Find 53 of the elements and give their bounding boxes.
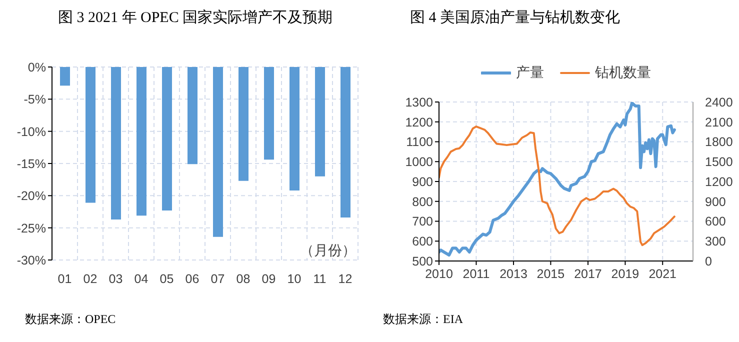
x-tick-label: 2015 [536,266,565,281]
y2-tick-label: 0 [705,254,712,268]
x-tick-label: 01 [58,272,72,286]
legend-label: 产量 [516,64,544,80]
x-tick-label: 02 [83,272,98,286]
y-tick-label: 1300 [405,95,434,110]
y-tick-label: -25% [16,221,46,236]
y-tick-label: 1000 [405,155,434,170]
x-axis-title: （月份） [300,242,356,258]
chart-title: 图 4 美国原油产量与钻机数变化 [410,10,620,26]
chart-title: 图 3 2021 年 OPEC 国家实际增产不及预期 [58,10,333,26]
x-tick-label: 11 [313,272,326,286]
y-tick-label: 500 [412,254,434,268]
x-tick-label: 09 [262,272,276,286]
x-tick-label: 2013 [500,266,528,281]
y-tick-label: 600 [412,234,434,249]
y-tick-label: -10% [16,124,46,139]
y2-tick-label: 1500 [705,155,733,170]
y-tick-label: 0% [28,60,46,74]
x-tick-label: 10 [287,272,302,286]
x-tick-label: 04 [134,272,148,286]
source-note: 数据来源：EIA [383,312,463,326]
y-tick-label: 1100 [406,135,434,150]
x-tick-label: 2010 [425,266,453,281]
x-tick-label: 2019 [611,266,640,281]
x-tick-label: 2017 [574,266,602,281]
x-tick-label: 12 [338,272,352,286]
y-tick-label: -5% [24,92,46,107]
y2-tick-label: 2400 [705,95,733,110]
x-tick-label: 06 [185,272,200,286]
y2-tick-label: 600 [705,214,726,229]
y2-tick-label: 900 [705,194,726,209]
y-tick-label: -15% [16,156,46,171]
y-tick-label: -20% [16,189,46,204]
y-tick-label: -30% [16,253,46,268]
x-tick-label: 2011 [462,266,490,281]
x-tick-label: 08 [236,272,250,286]
y2-tick-label: 1200 [705,174,733,189]
x-tick-label: 2021 [648,266,677,281]
line-series [439,126,676,246]
x-tick-label: 07 [210,272,225,286]
y-tick-label: 800 [412,194,434,209]
y2-tick-label: 300 [705,234,726,249]
line-series [439,102,676,257]
y-tick-label: 1200 [405,115,434,130]
x-tick-label: 05 [160,272,174,286]
y2-tick-label: 2100 [705,115,733,130]
source-note: 数据来源：OPEC [25,312,116,326]
y-tick-label: 700 [412,214,434,229]
legend-label: 钻机数量 [595,64,651,80]
y-tick-label: 900 [412,174,434,189]
x-tick-label: 03 [108,272,123,286]
y2-tick-label: 1800 [705,135,733,150]
